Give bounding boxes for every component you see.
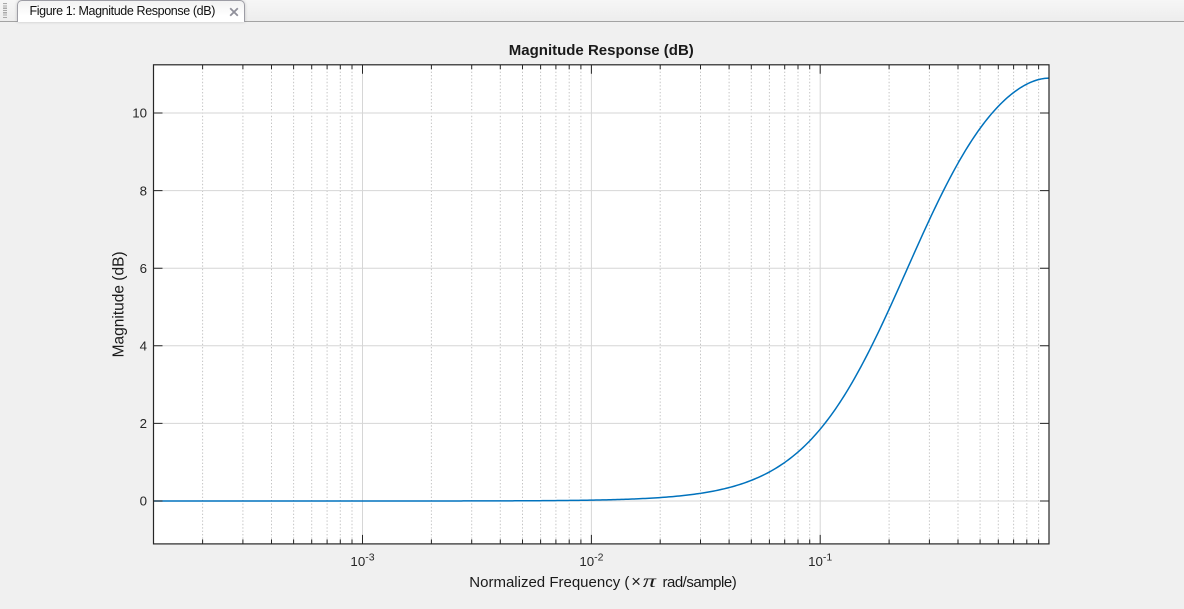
svg-text:π: π: [643, 571, 658, 591]
svg-text:4: 4: [140, 339, 147, 354]
svg-text:6: 6: [140, 261, 147, 276]
svg-text:rad/sample): rad/sample): [663, 574, 737, 591]
svg-text:10: 10: [132, 106, 147, 121]
svg-text:8: 8: [140, 183, 147, 198]
svg-text:10-2: 10-2: [579, 552, 603, 570]
svg-text:Magnitude Response (dB): Magnitude Response (dB): [509, 42, 694, 59]
svg-text:10-1: 10-1: [808, 552, 832, 570]
svg-text:0: 0: [140, 494, 147, 509]
svg-text:Normalized Frequency (: Normalized Frequency (: [469, 574, 629, 591]
svg-text:2: 2: [140, 416, 147, 431]
svg-text:×: ×: [631, 573, 641, 591]
svg-text:10-3: 10-3: [350, 552, 374, 570]
svg-text:Magnitude (dB): Magnitude (dB): [111, 251, 128, 357]
